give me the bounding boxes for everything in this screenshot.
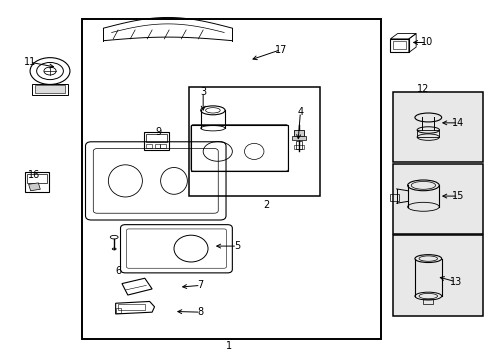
Bar [118, 304, 144, 310]
Text: 3: 3 [200, 87, 206, 98]
Bar [416, 130, 439, 137]
Bar [146, 144, 152, 148]
Text: 13: 13 [449, 277, 461, 287]
Bar [188, 87, 319, 196]
Bar [392, 41, 405, 49]
Bar [423, 298, 432, 304]
Text: 4: 4 [297, 107, 303, 117]
Bar [154, 144, 160, 148]
Bar [293, 145, 303, 149]
Bar [31, 84, 68, 95]
Text: 2: 2 [263, 200, 269, 210]
Bar [392, 235, 482, 316]
Bar [143, 132, 169, 150]
Polygon shape [29, 183, 40, 191]
Bar [293, 130, 303, 136]
Bar [25, 172, 49, 192]
Bar [27, 174, 47, 183]
Bar [291, 136, 305, 140]
Text: 14: 14 [451, 118, 464, 128]
Bar [389, 194, 398, 201]
Bar [295, 141, 302, 149]
Bar [191, 125, 287, 171]
Text: 1: 1 [225, 341, 231, 351]
Text: 11: 11 [23, 57, 36, 67]
Text: 15: 15 [451, 191, 464, 201]
Text: 7: 7 [197, 280, 203, 291]
Bar [392, 93, 482, 162]
Text: 8: 8 [197, 307, 203, 317]
Bar [392, 164, 482, 234]
Bar [116, 307, 121, 313]
Text: 17: 17 [274, 45, 286, 55]
Bar [35, 85, 64, 93]
Text: 9: 9 [155, 127, 161, 137]
Text: 6: 6 [115, 266, 121, 276]
Bar [81, 19, 380, 339]
Text: 10: 10 [420, 37, 432, 48]
Text: 16: 16 [28, 170, 41, 180]
Text: 12: 12 [416, 84, 429, 94]
Bar [160, 144, 166, 148]
Bar [389, 39, 408, 53]
Text: 5: 5 [234, 241, 240, 251]
Bar [146, 134, 166, 143]
